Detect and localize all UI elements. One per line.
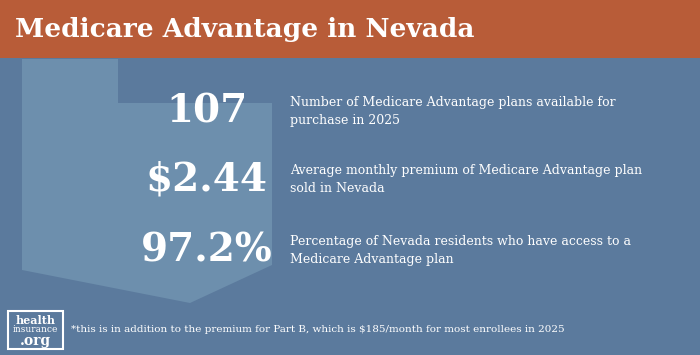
Text: .org: .org <box>20 334 51 348</box>
Bar <box>8 311 63 349</box>
Text: Number of Medicare Advantage plans available for
purchase in 2025: Number of Medicare Advantage plans avail… <box>290 96 616 127</box>
Text: 97.2%: 97.2% <box>141 231 272 269</box>
Text: health: health <box>15 315 55 326</box>
Text: insurance: insurance <box>13 326 58 334</box>
Text: Average monthly premium of Medicare Advantage plan
sold in Nevada: Average monthly premium of Medicare Adva… <box>290 164 643 195</box>
Text: Percentage of Nevada residents who have access to a
Medicare Advantage plan: Percentage of Nevada residents who have … <box>290 235 631 266</box>
Text: $2.44: $2.44 <box>146 160 267 198</box>
Polygon shape <box>22 59 272 303</box>
Bar <box>0 0 700 58</box>
Text: Medicare Advantage in Nevada: Medicare Advantage in Nevada <box>15 16 475 42</box>
Text: 107: 107 <box>166 93 247 131</box>
Text: *this is in addition to the premium for Part B, which is $185/month for most enr: *this is in addition to the premium for … <box>71 326 565 334</box>
